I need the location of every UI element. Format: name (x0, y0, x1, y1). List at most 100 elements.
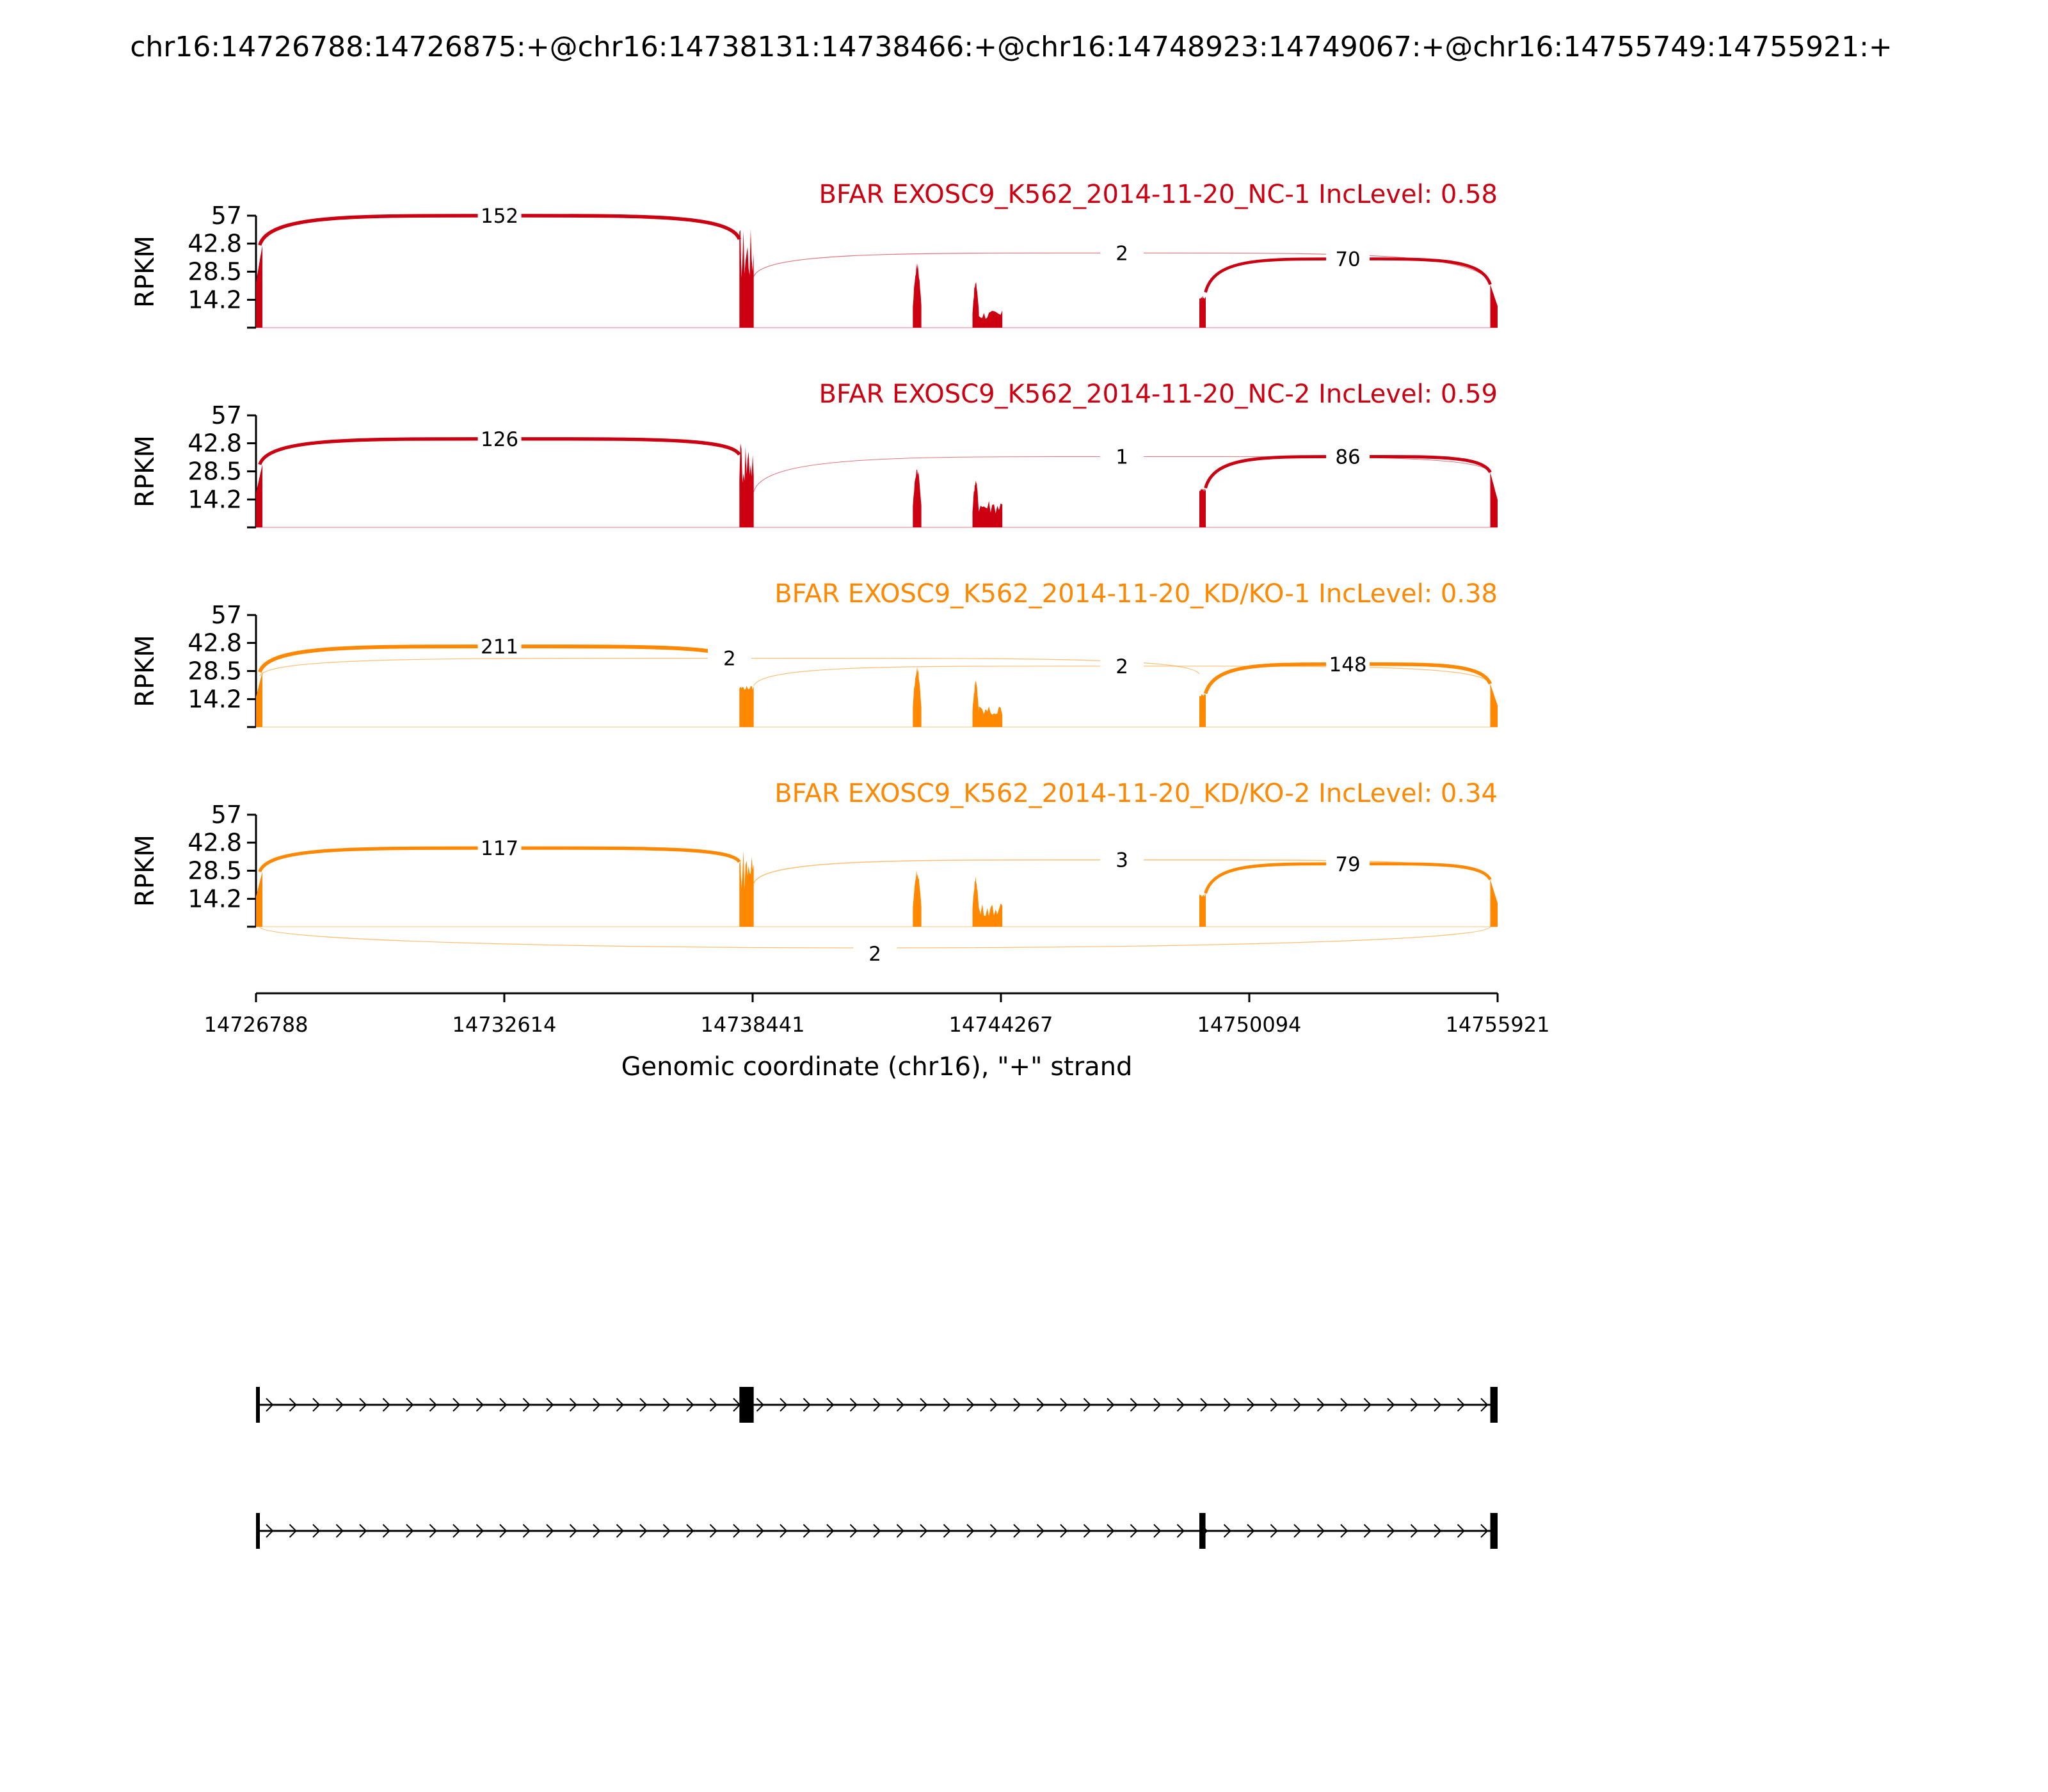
junction-count-label: 117 (481, 837, 518, 860)
strand-arrow (803, 1524, 811, 1538)
strand-arrow (756, 1398, 764, 1412)
junction-count-label: 79 (1335, 853, 1360, 876)
strand-arrow (639, 1524, 648, 1538)
isoform-2 (256, 1513, 1498, 1549)
coverage-block (979, 903, 1003, 927)
strand-arrow (662, 1398, 671, 1412)
coverage-block (256, 464, 262, 527)
strand-arrow (1036, 1398, 1044, 1412)
panel-title: BFAR EXOSC9_K562_2014-11-20_KD/KO-1 IncL… (774, 579, 1498, 609)
sashimi-panels: BFAR EXOSC9_K562_2014-11-20_NC-1 IncLeve… (131, 180, 1498, 966)
coverage-block (913, 263, 922, 328)
strand-arrow (1013, 1398, 1021, 1412)
strand-arrow (289, 1398, 297, 1412)
panel-title: BFAR EXOSC9_K562_2014-11-20_NC-1 IncLeve… (819, 180, 1498, 209)
strand-arrow (593, 1398, 601, 1412)
coverage-block (1490, 284, 1498, 328)
panel-2: BFAR EXOSC9_K562_2014-11-20_NC-2 IncLeve… (131, 380, 1498, 529)
strand-arrow (1316, 1524, 1325, 1538)
junction-count-label: 70 (1335, 248, 1360, 271)
strand-arrow (1480, 1398, 1489, 1412)
coverage-block (739, 850, 754, 927)
strand-arrow (569, 1398, 577, 1412)
strand-arrow (826, 1524, 835, 1538)
junction-count-label: 126 (481, 428, 518, 451)
strand-arrow (522, 1524, 531, 1538)
strand-arrow (1247, 1398, 1255, 1412)
coverage-block (972, 876, 979, 927)
exon-block (256, 1513, 260, 1549)
coverage-block (1490, 684, 1498, 727)
strand-arrow (849, 1398, 858, 1412)
y-tick-label: 42.8 (188, 230, 242, 258)
strand-arrow (406, 1524, 414, 1538)
exon-block (739, 1387, 754, 1423)
y-tick-label: 28.5 (188, 657, 242, 685)
strand-arrow (686, 1398, 694, 1412)
strand-arrow (966, 1398, 975, 1412)
junction-label-bg (1100, 242, 1144, 264)
strand-arrow (569, 1524, 577, 1538)
panel-title: BFAR EXOSC9_K562_2014-11-20_KD/KO-2 IncL… (774, 779, 1498, 808)
strand-arrow (1363, 1524, 1372, 1538)
y-tick-label: 14.2 (188, 884, 242, 913)
strand-arrow (1130, 1524, 1138, 1538)
junction-count-label: 148 (1329, 653, 1366, 676)
strand-arrow (1130, 1398, 1138, 1412)
strand-arrow (966, 1524, 975, 1538)
x-tick-label: 14738441 (701, 1012, 805, 1037)
y-tick-label: 28.5 (188, 857, 242, 885)
isoform-1 (256, 1387, 1498, 1423)
coverage-block (1199, 296, 1206, 328)
coverage-block (739, 229, 754, 328)
strand-arrow (546, 1398, 554, 1412)
strand-arrow (406, 1398, 414, 1412)
junction-label-bg (477, 636, 522, 658)
strand-arrow (989, 1398, 998, 1412)
x-tick-label: 14755921 (1446, 1012, 1550, 1037)
exon-block (1490, 1513, 1498, 1549)
strand-arrow (1107, 1524, 1115, 1538)
strand-arrow (476, 1524, 484, 1538)
exon-block (1490, 1387, 1498, 1423)
strand-arrow (616, 1398, 624, 1412)
strand-arrow (849, 1524, 858, 1538)
strand-arrow (616, 1524, 624, 1538)
x-tick-label: 14750094 (1197, 1012, 1302, 1037)
panel-1: BFAR EXOSC9_K562_2014-11-20_NC-1 IncLeve… (131, 180, 1498, 329)
strand-arrow (686, 1524, 694, 1538)
strand-arrow (1387, 1524, 1395, 1538)
y-tick-label: 57 (211, 401, 242, 429)
junction-count-label: 3 (1116, 849, 1128, 872)
strand-arrow (1247, 1524, 1255, 1538)
coverage-block (256, 872, 262, 927)
junction-label-bg (1326, 852, 1370, 875)
strand-arrow (896, 1524, 904, 1538)
strand-arrow (452, 1524, 461, 1538)
strand-arrow (429, 1524, 437, 1538)
strand-arrow (1036, 1524, 1044, 1538)
x-tick-label: 14744267 (949, 1012, 1053, 1037)
y-tick-label: 14.2 (188, 285, 242, 314)
y-tick-label: 42.8 (188, 629, 242, 657)
y-tick-label: 57 (211, 202, 242, 230)
junction-count-label: 2 (1116, 655, 1128, 678)
strand-arrow (499, 1398, 508, 1412)
strand-arrow (335, 1524, 344, 1538)
panel-title: BFAR EXOSC9_K562_2014-11-20_NC-2 IncLeve… (819, 380, 1498, 409)
strand-arrow (1176, 1524, 1185, 1538)
strand-arrow (452, 1398, 461, 1412)
coverage-block (913, 469, 922, 527)
strand-arrow (1363, 1398, 1372, 1412)
y-tick-label: 42.8 (188, 429, 242, 458)
junction-label-bg (1100, 849, 1144, 871)
x-axis: 14726788 14732614 14738441 14744267 14750094… (204, 992, 1550, 1037)
strand-arrow (1223, 1398, 1231, 1412)
strand-arrow (266, 1524, 274, 1538)
strand-arrow (1316, 1398, 1325, 1412)
coverage-block (972, 480, 979, 527)
strand-arrow (1293, 1524, 1302, 1538)
strand-arrow (593, 1524, 601, 1538)
strand-arrow (803, 1398, 811, 1412)
junction-label-bg (1100, 655, 1144, 677)
